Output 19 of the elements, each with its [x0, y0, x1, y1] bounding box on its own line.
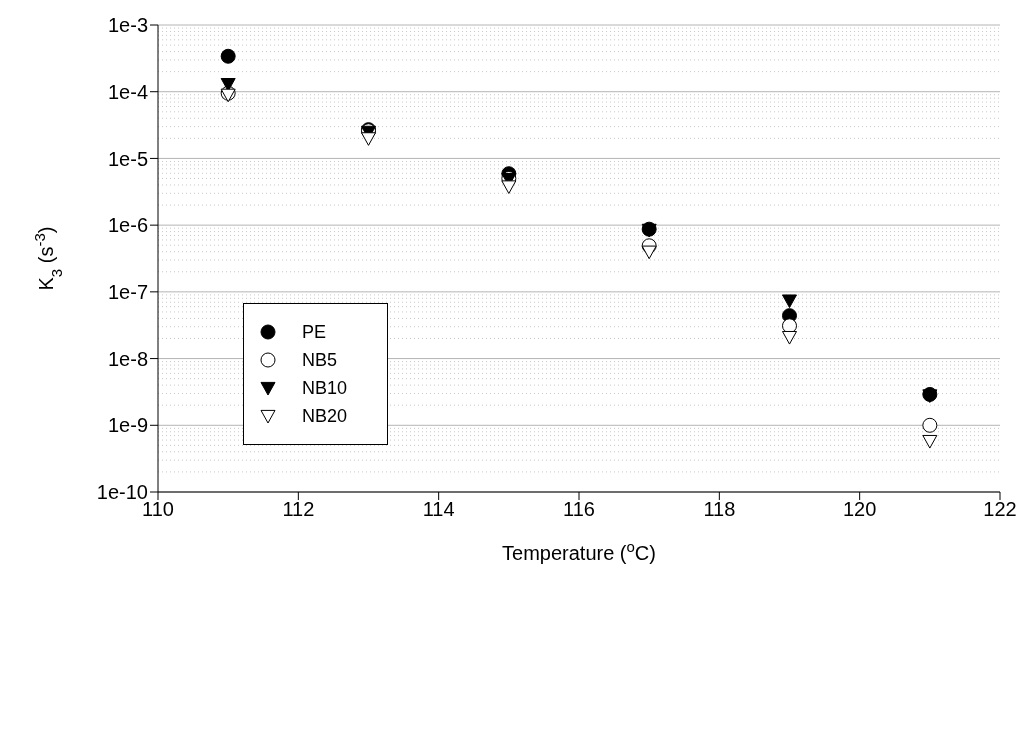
y-tick-label: 1e-3	[107, 14, 148, 37]
y-tick-label: 1e-6	[107, 214, 148, 237]
y-tick-label: 1e-7	[107, 280, 148, 303]
legend-label: NB20	[302, 405, 348, 427]
legend-label: NB5	[302, 349, 338, 371]
y-tick-label: 1e-4	[107, 80, 148, 103]
x-axis-title: Temperature ($^{o}$C)	[502, 537, 656, 564]
x-tick-label: 116	[563, 498, 595, 521]
x-tick-label: 110	[142, 498, 174, 521]
y-tick-label: 1e-8	[107, 347, 148, 370]
legend-label: PE	[302, 321, 327, 343]
x-tick-label: 114	[422, 498, 455, 521]
x-tick-label: 112	[282, 498, 315, 521]
legend-label: NB10	[302, 377, 348, 399]
y-tick-label: 1e-5	[107, 147, 148, 170]
x-tick-label: 122	[983, 498, 1017, 521]
y-tick-label: 1e-9	[107, 414, 148, 437]
x-tick-label: 118	[703, 498, 736, 521]
x-tick-label: 120	[842, 498, 877, 521]
